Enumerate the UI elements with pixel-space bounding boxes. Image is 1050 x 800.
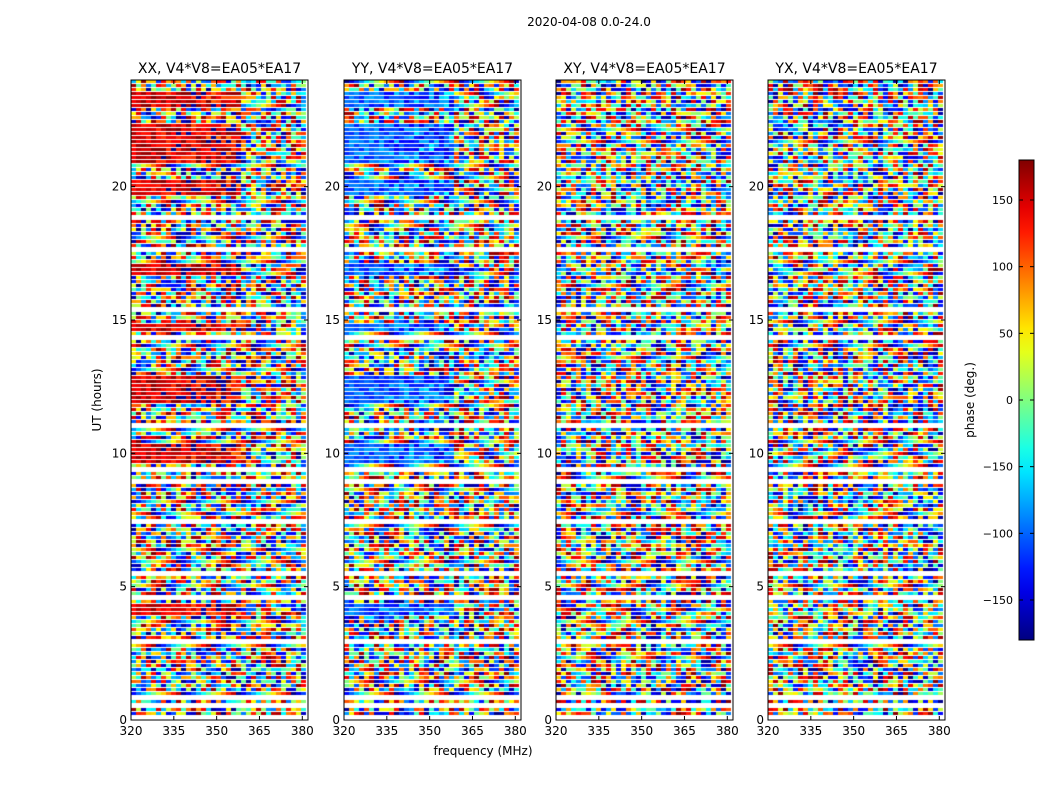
y-tick-label: 10 [749,446,764,460]
y-tick-label: 0 [119,713,127,727]
x-tick-label: 365 [673,724,696,738]
heatmap-image [768,80,945,720]
panel-title: XX, V4*V8=EA05*EA17 [138,61,301,77]
colorbar-label: phase (deg.) [963,362,977,438]
figure-suptitle: 2020-04-08 0.0-24.0 [527,15,651,29]
x-tick-label: 335 [375,724,398,738]
y-tick-label: 5 [544,580,552,594]
panel-1: XX, V4*V8=EA05*EA17 320 335 350 365 380 0 5 10 15… [112,61,314,738]
heatmap-image [131,80,308,720]
x-tick-label: 380 [716,724,739,738]
y-tick-label: 10 [325,446,340,460]
x-tick-label: 320 [757,724,780,738]
x-tick-label: 320 [333,724,356,738]
x-tick-label: 365 [461,724,484,738]
colorbar: 150 100 50 0 −150 −100 −150 [983,159,1035,641]
y-tick-label: 5 [332,580,340,594]
x-tick-label: 350 [630,724,653,738]
x-tick-label: 380 [291,724,314,738]
colorbar-tick-label: 100 [992,261,1013,274]
x-tick-label: 365 [248,724,271,738]
colorbar-tick-label: 0 [1006,394,1013,407]
y-tick-label: 5 [756,580,764,594]
y-tick-label: 20 [537,180,552,194]
y-tick-label: 20 [749,180,764,194]
panel-frame [555,79,734,721]
x-tick-label: 335 [799,724,822,738]
panel-title: YY, V4*V8=EA05*EA17 [351,61,513,77]
y-tick-label: 10 [537,446,552,460]
x-axis-label: frequency (MHz) [433,744,532,758]
y-tick-label: 15 [325,313,340,327]
colorbar-tick-label: 50 [999,327,1013,340]
panel-frame [767,79,946,721]
y-tick-label: 0 [332,713,340,727]
panel-4: YX, V4*V8=EA05*EA17 320 335 350 365 380 0 5 10 15… [749,61,951,738]
y-tick-label: 20 [112,180,127,194]
y-tick-label: 0 [756,713,764,727]
y-tick-label: 20 [325,180,340,194]
heatmap-image [344,80,521,720]
y-tick-label: 15 [537,313,552,327]
y-tick-label: 0 [544,713,552,727]
panel-frame [130,79,309,721]
y-tick-label: 15 [112,313,127,327]
x-tick-label: 350 [418,724,441,738]
colorbar-tick-label: −100 [983,527,1013,540]
panel-title: XY, V4*V8=EA05*EA17 [563,61,725,77]
heatmap-image [556,80,733,720]
panel-3: XY, V4*V8=EA05*EA17 320 335 350 365 380 0 5 10 15… [537,61,739,738]
colorbar-tick-label: 150 [992,194,1013,207]
x-tick-label: 350 [205,724,228,738]
y-tick-label: 15 [749,313,764,327]
x-tick-label: 380 [504,724,527,738]
x-tick-label: 335 [587,724,610,738]
panel-frame [343,79,522,721]
y-tick-label: 5 [119,580,127,594]
x-tick-label: 320 [545,724,568,738]
y-tick-label: 10 [112,446,127,460]
colorbar-tick-label: −150 [983,461,1013,474]
x-tick-label: 350 [842,724,865,738]
panel-title: YX, V4*V8=EA05*EA17 [774,61,937,77]
panel-2: YY, V4*V8=EA05*EA17 320 335 350 365 380 0 5 10 15… [325,61,527,738]
colorbar-tick-label: −150 [983,594,1013,607]
x-tick-label: 320 [120,724,143,738]
x-tick-label: 380 [928,724,951,738]
x-tick-label: 365 [885,724,908,738]
y-axis-label: UT (hours) [90,368,104,431]
x-tick-label: 335 [162,724,185,738]
panels-group: XX, V4*V8=EA05*EA17 320 335 350 365 380 0 5 10 15… [112,61,951,738]
